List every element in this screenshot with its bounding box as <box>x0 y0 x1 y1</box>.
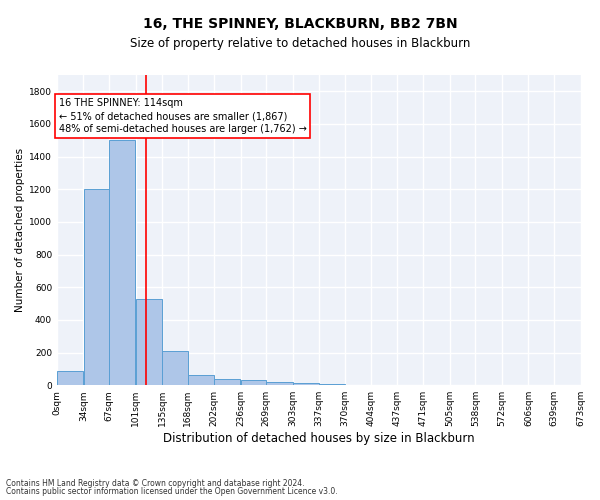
Text: Size of property relative to detached houses in Blackburn: Size of property relative to detached ho… <box>130 38 470 51</box>
Bar <box>109 140 136 385</box>
Bar <box>83 190 109 385</box>
X-axis label: Distribution of detached houses by size in Blackburn: Distribution of detached houses by size … <box>163 432 475 445</box>
Bar <box>241 380 266 385</box>
Bar <box>214 379 241 385</box>
Bar <box>57 370 83 385</box>
Bar <box>293 383 319 385</box>
Text: 16 THE SPINNEY: 114sqm
← 51% of detached houses are smaller (1,867)
48% of semi-: 16 THE SPINNEY: 114sqm ← 51% of detached… <box>59 98 307 134</box>
Text: Contains HM Land Registry data © Crown copyright and database right 2024.: Contains HM Land Registry data © Crown c… <box>6 478 305 488</box>
Bar <box>188 374 214 385</box>
Bar <box>162 351 188 385</box>
Bar <box>266 382 293 385</box>
Y-axis label: Number of detached properties: Number of detached properties <box>15 148 25 312</box>
Bar <box>136 298 162 385</box>
Text: 16, THE SPINNEY, BLACKBURN, BB2 7BN: 16, THE SPINNEY, BLACKBURN, BB2 7BN <box>143 18 457 32</box>
Text: Contains public sector information licensed under the Open Government Licence v3: Contains public sector information licen… <box>6 487 338 496</box>
Bar <box>319 384 345 385</box>
